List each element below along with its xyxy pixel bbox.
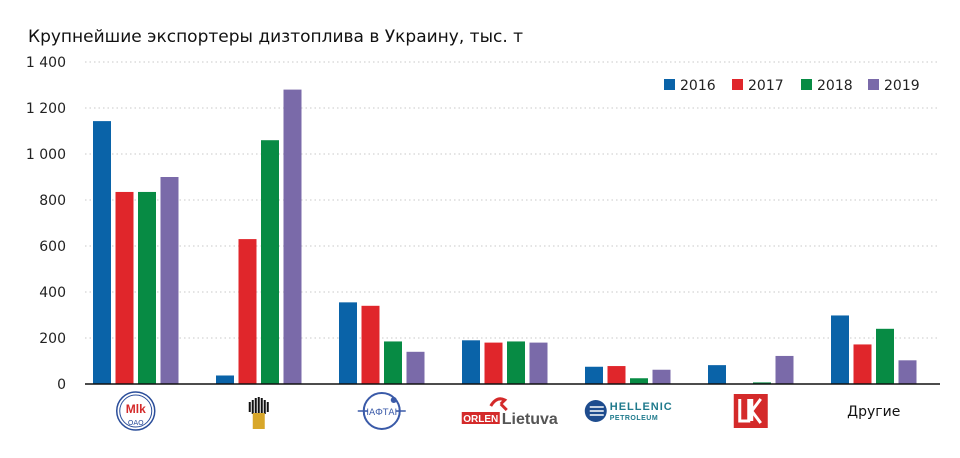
bar-2019-5 <box>775 355 794 384</box>
legend-label-2016: 2016 <box>680 78 716 94</box>
bar-2017-3 <box>484 342 503 384</box>
bar-2019-4 <box>652 369 671 384</box>
legend-label-2019: 2019 <box>884 78 920 94</box>
svg-text:ORLEN: ORLEN <box>463 414 498 425</box>
svg-text:HELLENIC: HELLENIC <box>610 401 673 413</box>
legend-swatch-2018 <box>801 79 812 90</box>
y-tick-label: 600 <box>39 239 66 255</box>
bar-2017-0 <box>115 191 134 384</box>
bar-2017-1 <box>238 239 257 384</box>
category-logo-rosneft <box>248 397 269 429</box>
svg-text:Другие: Другие <box>847 404 900 420</box>
category-logo-text: Другие <box>847 404 900 420</box>
bar-2016-4 <box>585 366 603 384</box>
bar-2018-0 <box>138 191 156 384</box>
bar-2019-2 <box>406 351 425 384</box>
bar-2016-1 <box>216 375 234 384</box>
category-logo-naftan: НАФТАН <box>357 392 406 430</box>
bar-2018-4 <box>630 378 648 384</box>
svg-text:ОАО: ОАО <box>128 419 144 427</box>
svg-text:Mlk: Mlk <box>126 402 146 416</box>
bar-2019-0 <box>160 177 179 384</box>
category-logo-hellenic: HELLENIC PETROLEUM <box>584 400 673 422</box>
bar-2017-2 <box>361 305 380 384</box>
bar-2016-0 <box>93 121 111 385</box>
svg-text:PETROLEUM: PETROLEUM <box>610 415 658 422</box>
bar-2018-1 <box>261 140 279 384</box>
legend-swatch-2019 <box>868 79 879 90</box>
chart-title: Крупнейшие экспортеры дизтоплива в Украи… <box>28 27 523 47</box>
bar-2018-5 <box>753 382 771 384</box>
bar-2019-3 <box>529 342 548 384</box>
category-logo-mozyr: Mlk ОАО <box>116 391 156 431</box>
y-tick-label: 200 <box>39 331 66 347</box>
bar-2016-3 <box>462 340 480 384</box>
y-tick-label: 1 000 <box>26 147 66 163</box>
bar-2018-3 <box>507 341 525 384</box>
bar-2017-4 <box>607 366 626 384</box>
bar-2016-5 <box>708 365 726 384</box>
y-tick-label: 0 <box>57 377 66 393</box>
bar-2019-6 <box>898 360 917 384</box>
legend-label-2017: 2017 <box>748 78 784 94</box>
bar-2018-2 <box>384 341 402 384</box>
svg-text:Lietuva: Lietuva <box>502 411 558 428</box>
y-tick-label: 800 <box>39 193 66 209</box>
legend-swatch-2017 <box>732 79 743 90</box>
y-tick-label: 1 200 <box>26 101 66 117</box>
bar-2016-2 <box>339 302 357 384</box>
y-tick-label: 400 <box>39 285 66 301</box>
category-logo-orlen: ORLEN Lietuva <box>461 397 558 428</box>
bar-2019-1 <box>283 89 302 384</box>
bar-2016-6 <box>831 315 849 384</box>
y-tick-label: 1 400 <box>26 55 66 71</box>
legend-label-2018: 2018 <box>817 78 853 94</box>
bar-2017-6 <box>853 344 872 384</box>
bar-2018-6 <box>876 328 894 384</box>
category-logo-lukoil <box>733 394 768 428</box>
legend-swatch-2016 <box>664 79 675 90</box>
svg-text:НАФТАН: НАФТАН <box>362 408 401 418</box>
